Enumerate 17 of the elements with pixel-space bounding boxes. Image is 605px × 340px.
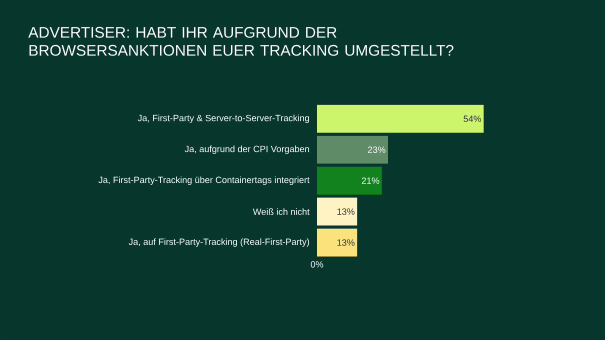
bar xyxy=(317,136,388,164)
y-tick-label: Ja, aufgrund der CPI Vorgaben xyxy=(184,146,310,154)
data-label: 23% xyxy=(368,146,386,153)
data-label: 21% xyxy=(362,177,380,184)
y-tick-label: Ja, First-Party & Server-to-Server-Tracking xyxy=(138,114,310,124)
bar xyxy=(317,166,382,195)
bar xyxy=(317,104,484,133)
chart-title: ADVERTISER: HABT IHR AUFGRUND DER BROWSERSANKTIONEN EUER TRACKING UMGESTELLT? xyxy=(28,26,454,56)
data-label: 54% xyxy=(464,116,482,122)
y-tick-label: Weiß ich nicht xyxy=(252,208,310,215)
bar xyxy=(317,198,358,226)
text: 0% xyxy=(310,261,324,268)
data-label: 13% xyxy=(337,208,355,215)
bar xyxy=(317,228,358,256)
data-label: 13% xyxy=(337,239,355,246)
y-tick-label: Ja, First-Party-Tracking über Containertags integriert xyxy=(98,176,310,185)
y-tick-label: Ja, auf First-Party-Tracking (Real-First-Party) xyxy=(128,238,310,247)
